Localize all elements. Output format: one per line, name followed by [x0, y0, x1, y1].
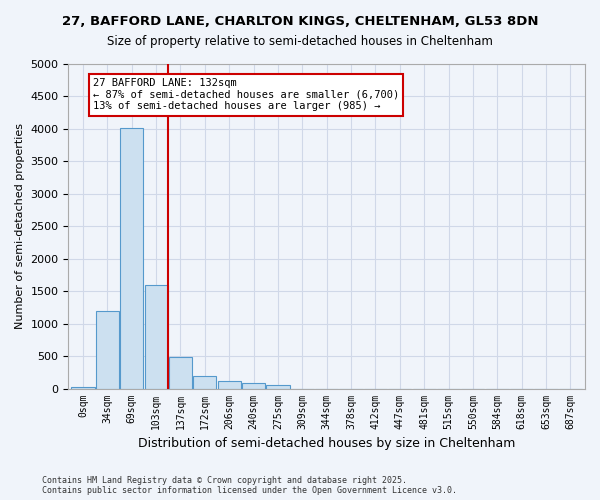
Bar: [218, 381, 241, 388]
Text: Size of property relative to semi-detached houses in Cheltenham: Size of property relative to semi-detach…: [107, 35, 493, 48]
Bar: [242, 384, 265, 388]
Y-axis label: Number of semi-detached properties: Number of semi-detached properties: [15, 124, 25, 330]
Text: 27 BAFFORD LANE: 132sqm
← 87% of semi-detached houses are smaller (6,700)
13% of: 27 BAFFORD LANE: 132sqm ← 87% of semi-de…: [93, 78, 399, 112]
Bar: [145, 284, 168, 389]
Bar: [169, 358, 192, 388]
Bar: [266, 386, 290, 388]
X-axis label: Distribution of semi-detached houses by size in Cheltenham: Distribution of semi-detached houses by …: [138, 437, 515, 450]
Text: 27, BAFFORD LANE, CHARLTON KINGS, CHELTENHAM, GL53 8DN: 27, BAFFORD LANE, CHARLTON KINGS, CHELTE…: [62, 15, 538, 28]
Bar: [96, 310, 119, 388]
Bar: [193, 376, 217, 388]
Text: Contains HM Land Registry data © Crown copyright and database right 2025.
Contai: Contains HM Land Registry data © Crown c…: [42, 476, 457, 495]
Bar: [120, 128, 143, 388]
